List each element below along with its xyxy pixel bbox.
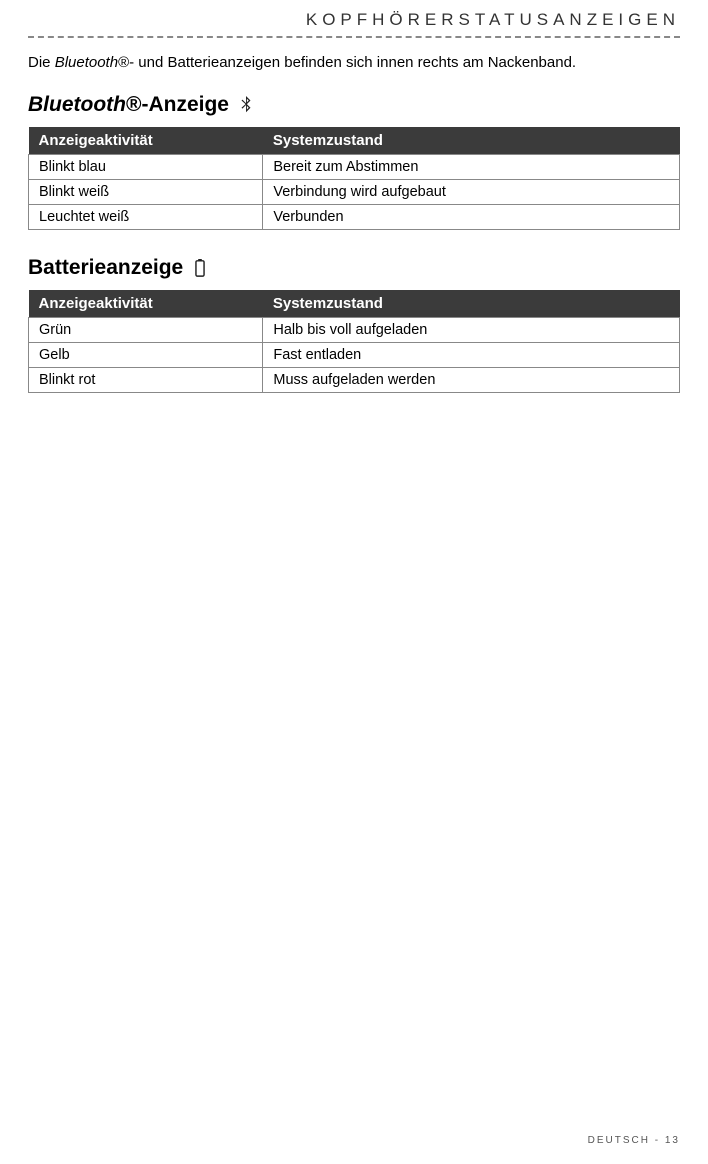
table-row: Blinkt rot Muss aufgeladen werden xyxy=(29,368,680,393)
col-header-activity: Anzeigeaktivität xyxy=(29,290,263,318)
bluetooth-heading-rest: -Anzeige xyxy=(141,93,229,116)
cell-state: Halb bis voll aufgeladen xyxy=(263,318,680,343)
cell-state: Fast entladen xyxy=(263,343,680,368)
battery-table: Anzeigeaktivität Systemzustand Grün Halb… xyxy=(28,290,680,393)
intro-rest: - und Batterieanzeigen befinden sich inn… xyxy=(129,54,576,71)
footer-sep: - xyxy=(650,1135,665,1146)
cell-activity: Blinkt rot xyxy=(29,368,263,393)
col-header-activity: Anzeigeaktivität xyxy=(29,127,263,155)
intro-prefix: Die xyxy=(28,54,55,71)
bluetooth-table: Anzeigeaktivität Systemzustand Blinkt bl… xyxy=(28,127,680,230)
table-row: Gelb Fast entladen xyxy=(29,343,680,368)
battery-heading: Batterieanzeige xyxy=(28,256,680,280)
table-header-row: Anzeigeaktivität Systemzustand xyxy=(29,127,680,155)
bluetooth-heading: Bluetooth®-Anzeige xyxy=(28,93,680,117)
table-row: Leuchtet weiß Verbunden xyxy=(29,205,680,230)
battery-heading-text: Batterieanzeige xyxy=(28,256,183,280)
cell-activity: Gelb xyxy=(29,343,263,368)
cell-activity: Leuchtet weiß xyxy=(29,205,263,230)
cell-state: Muss aufgeladen werden xyxy=(263,368,680,393)
table-row: Blinkt weiß Verbindung wird aufgebaut xyxy=(29,180,680,205)
cell-state: Verbindung wird aufgebaut xyxy=(263,180,680,205)
bluetooth-heading-text: Bluetooth®-Anzeige xyxy=(28,93,229,117)
battery-icon xyxy=(193,259,207,277)
table-header-row: Anzeigeaktivität Systemzustand xyxy=(29,290,680,318)
footer-lang: DEUTSCH xyxy=(588,1135,650,1146)
col-header-state: Systemzustand xyxy=(263,290,680,318)
col-header-state: Systemzustand xyxy=(263,127,680,155)
page-header: KOPFHÖRERSTATUSANZEIGEN xyxy=(28,0,680,38)
intro-reg: ® xyxy=(118,54,129,71)
bluetooth-heading-brand: Bluetooth xyxy=(28,93,126,116)
cell-activity: Blinkt weiß xyxy=(29,180,263,205)
intro-brand: Bluetooth xyxy=(55,54,118,71)
cell-state: Bereit zum Abstimmen xyxy=(263,155,680,180)
cell-activity: Blinkt blau xyxy=(29,155,263,180)
bluetooth-icon xyxy=(239,96,253,114)
cell-activity: Grün xyxy=(29,318,263,343)
page-header-title: KOPFHÖRERSTATUSANZEIGEN xyxy=(306,10,680,29)
table-row: Blinkt blau Bereit zum Abstimmen xyxy=(29,155,680,180)
page-footer: DEUTSCH - 13 xyxy=(588,1135,680,1146)
intro-text: Die Bluetooth®- und Batterieanzeigen bef… xyxy=(28,54,680,71)
table-row: Grün Halb bis voll aufgeladen xyxy=(29,318,680,343)
bluetooth-heading-reg: ® xyxy=(126,93,141,116)
footer-page: 13 xyxy=(665,1135,680,1146)
cell-state: Verbunden xyxy=(263,205,680,230)
